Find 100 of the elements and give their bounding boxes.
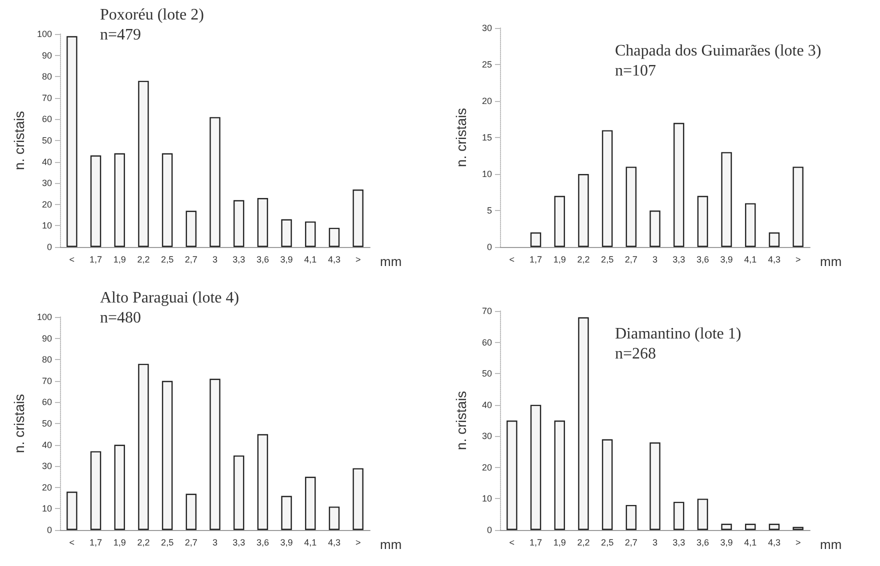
x-tick-label: 3,6 [696,538,709,548]
bar [673,502,684,530]
y-tick-label: 10 [42,504,52,514]
y-tick-label: 10 [42,220,52,231]
bar [186,494,197,530]
bar [162,380,173,530]
x-tick-label: 2,5 [601,538,614,548]
y-tick-label: 20 [42,482,52,492]
bar [138,80,149,247]
bar [305,476,316,530]
x-tick-label: 3,9 [720,254,733,264]
x-tick-label: 4,3 [328,254,340,264]
bar [114,444,125,530]
y-axis-title: n. cristais [453,390,469,450]
bar [281,219,292,247]
x-tick-label: > [355,254,361,264]
bar [233,200,244,247]
bar [66,36,78,247]
bar [328,228,340,247]
x-tick-label: 3 [652,538,658,548]
x-tick-label: 1,7 [530,538,542,548]
text: n=107 [615,62,656,80]
y-tick-label: 50 [42,418,52,428]
y-tick-label: 80 [42,72,52,82]
y-axis-title: n. cristais [11,394,28,454]
bar [114,153,125,247]
bar [768,524,780,530]
bar [745,524,756,530]
bar [506,420,518,530]
x-tick-label: > [355,538,361,548]
y-tick-label: 70 [482,306,492,316]
x-tick-label: 3,6 [256,254,269,264]
x-tick-label: 3 [212,538,218,548]
bar [626,504,637,530]
x-tick-label: 1,9 [553,538,566,548]
x-axis-title: mm [380,537,402,552]
x-axis-title: mm [380,254,402,269]
bar [792,166,804,247]
bar [768,232,780,247]
x-tick-label: 3,3 [232,254,246,264]
y-tick-label: 40 [482,400,492,410]
y-tick-label: 25 [482,60,492,70]
y-tick-label: 50 [42,136,52,146]
x-tick-label: < [69,538,75,548]
x-tick-label: 2,5 [161,254,174,264]
chart-title: Alto Paraguai (lote 4) [100,290,240,306]
y-tick-label: 30 [482,23,492,33]
y-tick-label: 10 [482,494,492,504]
chart-subtitle: n=480 [100,310,142,326]
y-tick-label: 20 [482,462,492,472]
y-tick-label: 60 [42,114,52,124]
y-tick-label: 40 [42,156,52,167]
text: Chapada dos Guimarães (lote 3) [615,42,822,60]
x-tick-label: 2,2 [577,538,590,548]
x-tick-label: 3,6 [256,538,269,548]
x-tick-label: 4,1 [304,254,317,264]
y-tick-label: 40 [42,440,52,450]
y-tick-label: 10 [482,169,492,179]
bar [66,492,78,530]
y-tick-label: 5 [486,206,492,216]
y-tick-label: 70 [42,376,52,386]
x-tick-label: 1,9 [113,254,126,264]
x-tick-label: 3,9 [280,254,293,264]
x-tick-label: 4,3 [768,254,780,264]
bar [233,455,244,530]
x-tick-label: 2,2 [137,254,150,264]
y-tick-label: 80 [42,354,52,365]
y-tick-label: 50 [482,368,492,379]
bar [602,439,613,530]
x-tick-label: 3,6 [696,254,709,264]
x-tick-label: 2,2 [137,538,150,548]
bar [352,468,364,530]
x-tick-label: 3,3 [672,254,686,264]
bar [328,506,340,530]
bar [352,189,364,247]
chart-subtitle: n=479 [100,26,142,44]
bar [90,451,102,530]
x-tick-label: 4,3 [768,538,780,548]
y-tick-label: 70 [42,92,52,103]
x-tick-label: 4,1 [744,538,757,548]
bar [626,166,637,247]
x-tick-label: 2,5 [601,254,614,264]
bar [138,364,149,530]
bar [697,498,708,530]
bar [721,524,732,530]
bar [578,317,589,530]
bar [186,210,197,247]
x-tick-label: 3,9 [280,538,293,548]
x-tick-label: 2,7 [184,254,198,264]
x-tick-label: 2,5 [161,538,174,548]
bar [554,196,565,247]
y-tick-label: 90 [42,50,52,60]
bar [578,174,589,247]
bar [554,420,565,530]
x-tick-label: 3 [212,254,218,264]
bar [650,442,660,530]
x-axis-title: mm [820,537,842,552]
bar [721,152,732,247]
y-tick-label: 60 [482,337,492,348]
y-tick-label: 100 [36,312,52,322]
